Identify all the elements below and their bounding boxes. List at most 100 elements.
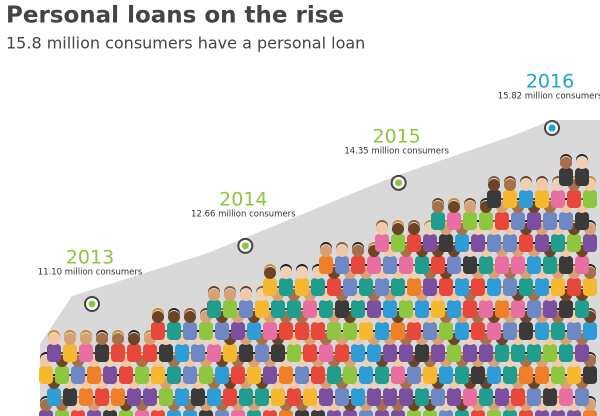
person-body: [87, 410, 101, 416]
person-body: [199, 366, 213, 384]
person-body: [367, 344, 381, 362]
person-body: [511, 344, 525, 362]
person-body: [447, 256, 461, 274]
person-body: [431, 300, 445, 318]
crowd-person: [63, 330, 77, 362]
person-body: [455, 366, 469, 384]
person-body: [423, 234, 437, 252]
person-body: [303, 300, 317, 318]
person-body: [383, 300, 397, 318]
person-body: [503, 322, 517, 340]
person-body: [543, 344, 557, 362]
person-body: [303, 388, 317, 406]
person-body: [359, 366, 373, 384]
person-body: [415, 344, 429, 362]
person-body: [583, 366, 597, 384]
person-body: [431, 344, 445, 362]
person-body: [567, 234, 581, 252]
person-body: [351, 344, 365, 362]
person-body: [471, 234, 485, 252]
person-body: [543, 256, 557, 274]
person-head: [520, 179, 532, 191]
person-hair: [576, 154, 588, 162]
person-body: [79, 388, 93, 406]
person-body: [551, 234, 565, 252]
person-hair: [280, 264, 292, 272]
person-body: [103, 366, 117, 384]
person-body: [519, 190, 533, 208]
person-body: [263, 366, 277, 384]
crowd-person: [575, 154, 589, 186]
person-body: [407, 366, 421, 384]
person-body: [399, 388, 413, 406]
person-body: [175, 344, 189, 362]
person-body: [471, 410, 485, 416]
person-body: [391, 366, 405, 384]
person-body: [207, 300, 221, 318]
person-body: [447, 212, 461, 230]
crowd-person: [183, 308, 197, 340]
person-body: [407, 278, 421, 296]
person-body: [151, 322, 165, 340]
person-body: [231, 410, 245, 416]
person-body: [399, 300, 413, 318]
crowd-person: [151, 308, 165, 340]
person-body: [319, 388, 333, 406]
person-body: [439, 278, 453, 296]
crowd-person: [79, 330, 93, 362]
person-body: [511, 212, 525, 230]
person-body: [295, 322, 309, 340]
person-body: [479, 212, 493, 230]
person-body: [375, 278, 389, 296]
person-head: [152, 311, 164, 323]
person-body: [239, 388, 253, 406]
person-hair: [64, 330, 76, 338]
person-body: [391, 278, 405, 296]
person-body: [127, 388, 141, 406]
person-hair: [336, 242, 348, 250]
person-body: [343, 322, 357, 340]
person-body: [63, 344, 77, 362]
person-body: [255, 344, 269, 362]
person-hair: [168, 308, 180, 316]
person-hair: [128, 330, 140, 338]
person-body: [527, 388, 541, 406]
person-body: [559, 168, 573, 186]
person-body: [495, 300, 509, 318]
person-body: [447, 300, 461, 318]
person-hair: [296, 264, 308, 272]
person-hair: [448, 198, 460, 206]
person-body: [319, 256, 333, 274]
person-body: [407, 322, 421, 340]
person-body: [215, 410, 229, 416]
value-label: 15.82 million consumers: [498, 92, 600, 102]
person-body: [239, 300, 253, 318]
person-body: [455, 234, 469, 252]
value-label: 14.35 million consumers: [344, 146, 449, 156]
person-head: [448, 201, 460, 213]
person-body: [583, 234, 597, 252]
person-body: [527, 212, 541, 230]
person-head: [504, 179, 516, 191]
person-hair: [432, 198, 444, 206]
person-head: [128, 333, 140, 345]
person-body: [191, 344, 205, 362]
person-body: [431, 212, 445, 230]
person-head: [376, 223, 388, 235]
person-hair: [560, 154, 572, 162]
person-body: [567, 190, 581, 208]
person-body: [535, 410, 549, 416]
person-body: [495, 388, 509, 406]
crowd: [39, 154, 597, 416]
person-body: [359, 278, 373, 296]
person-body: [503, 366, 517, 384]
person-body: [567, 322, 581, 340]
person-body: [375, 410, 389, 416]
person-body: [391, 410, 405, 416]
crowd-person: [375, 220, 389, 252]
person-body: [471, 278, 485, 296]
person-body: [327, 410, 341, 416]
person-body: [423, 278, 437, 296]
